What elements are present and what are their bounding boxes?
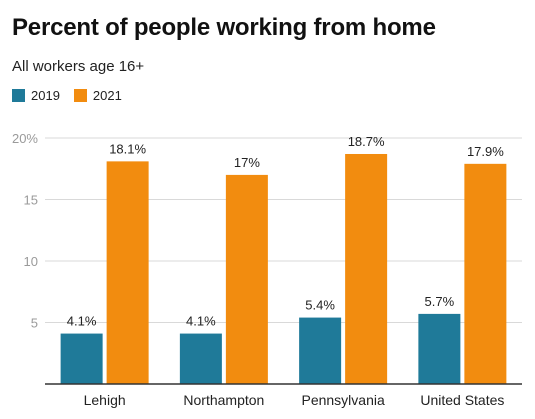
legend-label-2019: 2019 — [31, 88, 60, 103]
legend-item-2019: 2019 — [12, 88, 60, 103]
data-label: 4.1% — [67, 314, 97, 329]
data-label: 18.7% — [348, 134, 385, 149]
y-tick-label: 15 — [24, 193, 38, 208]
legend-swatch-2021 — [73, 89, 87, 102]
chart-title: Percent of people working from home — [12, 14, 436, 41]
legend-swatch-2019 — [12, 89, 25, 102]
x-tick-label: Pennsylvania — [301, 392, 384, 408]
bar-2021 — [464, 163, 507, 384]
bar-2021 — [345, 153, 388, 384]
data-label: 5.7% — [425, 294, 455, 309]
y-tick-label: 5 — [31, 316, 38, 331]
bar-2019 — [299, 317, 342, 384]
legend-item-2021: 2021 — [73, 88, 122, 103]
x-tick-label: Lehigh — [84, 392, 126, 408]
legend: 2019 2021 — [12, 88, 136, 103]
bar-2019 — [418, 313, 461, 384]
x-tick-label: Northampton — [183, 392, 264, 408]
y-tick-label: 10 — [24, 254, 38, 269]
data-label: 17% — [234, 155, 260, 170]
bar-2019 — [60, 333, 103, 384]
bar-2021 — [225, 174, 268, 384]
data-label: 4.1% — [186, 314, 216, 329]
y-tick-label: 20% — [12, 131, 38, 146]
chart-subtitle: All workers age 16+ — [12, 58, 145, 75]
bar-2021 — [106, 161, 149, 384]
x-tick-label: United States — [420, 392, 504, 408]
data-label: 17.9% — [467, 144, 504, 159]
data-label: 5.4% — [305, 298, 335, 313]
bar-2019 — [179, 333, 222, 384]
legend-label-2021: 2021 — [92, 88, 122, 103]
data-label: 18.1% — [109, 141, 146, 156]
